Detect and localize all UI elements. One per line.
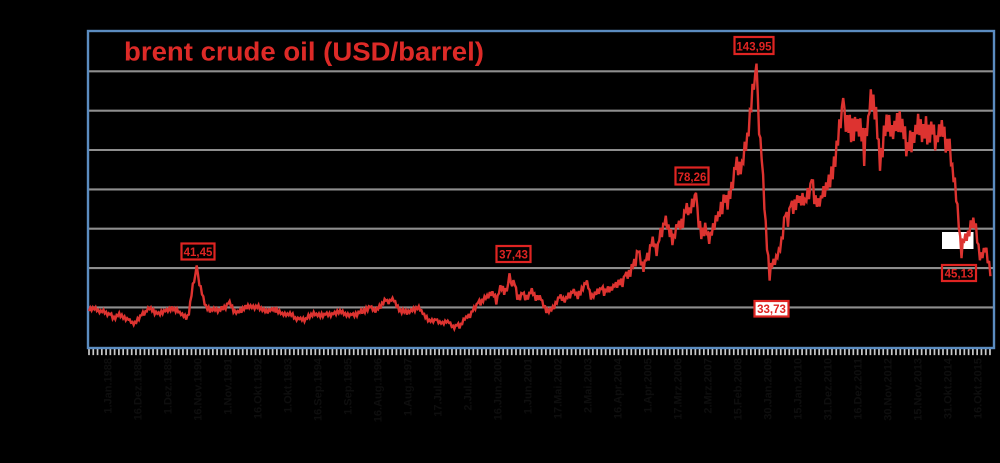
- svg-text:1.Okt.1993: 1.Okt.1993: [283, 358, 295, 413]
- svg-text:1.Nov.1991: 1.Nov.1991: [223, 358, 235, 415]
- svg-text:143,95: 143,95: [736, 42, 772, 54]
- svg-text:1.Jan.1988: 1.Jan.1988: [103, 358, 115, 414]
- svg-text:2.Jul.1999: 2.Jul.1999: [463, 358, 475, 411]
- svg-text:1.Apr.2005: 1.Apr.2005: [643, 358, 655, 413]
- svg-text:16.Aug.1996: 16.Aug.1996: [373, 358, 385, 422]
- svg-text:17.Mai.2002: 17.Mai.2002: [553, 358, 565, 419]
- svg-text:33,73: 33,73: [757, 304, 786, 316]
- svg-text:78,26: 78,26: [678, 172, 707, 184]
- svg-text:16.Jun.2000: 16.Jun.2000: [493, 358, 505, 420]
- svg-text:1.Aug.1997: 1.Aug.1997: [403, 358, 415, 416]
- svg-text:16.Okt.1992: 16.Okt.1992: [253, 358, 265, 419]
- svg-text:2.Mai.2003: 2.Mai.2003: [583, 358, 595, 413]
- svg-text:1.Sep.1995: 1.Sep.1995: [343, 358, 355, 415]
- svg-text:16.Apr.2004: 16.Apr.2004: [613, 357, 625, 419]
- svg-text:17.Jul.1998: 17.Jul.1998: [433, 358, 445, 417]
- svg-text:30.Jan.2009: 30.Jan.2009: [763, 358, 775, 420]
- svg-text:45,13: 45,13: [945, 269, 974, 281]
- svg-text:15.Feb.2008: 15.Feb.2008: [733, 358, 745, 420]
- svg-text:1.Dez.1989: 1.Dez.1989: [163, 358, 175, 414]
- svg-text:31.Dez.2010: 31.Dez.2010: [823, 358, 835, 420]
- svg-text:brent crude oil (USD/barrel): brent crude oil (USD/barrel): [124, 39, 484, 67]
- svg-text:16.Sep.1994: 16.Sep.1994: [313, 357, 325, 421]
- svg-text:41,45: 41,45: [184, 247, 213, 259]
- svg-text:2.Mrz.2007: 2.Mrz.2007: [703, 358, 715, 414]
- svg-text:30.Nov.2012: 30.Nov.2012: [883, 358, 895, 421]
- svg-text:17.Mrz.2006: 17.Mrz.2006: [673, 358, 685, 420]
- svg-text:16.Dez.1988: 16.Dez.1988: [133, 358, 145, 420]
- svg-text:15.Nov.2013: 15.Nov.2013: [913, 358, 925, 421]
- svg-text:37,43: 37,43: [499, 250, 528, 262]
- svg-text:16.Okt.2015: 16.Okt.2015: [973, 358, 985, 419]
- svg-text:31.Okt.2014: 31.Okt.2014: [943, 357, 955, 419]
- svg-text:16.Dez.2011: 16.Dez.2011: [853, 358, 865, 420]
- svg-text:1.Jun.2001: 1.Jun.2001: [523, 358, 535, 414]
- svg-text:16.Nov.1990: 16.Nov.1990: [193, 358, 205, 421]
- svg-text:15.Jan.2010: 15.Jan.2010: [793, 358, 805, 420]
